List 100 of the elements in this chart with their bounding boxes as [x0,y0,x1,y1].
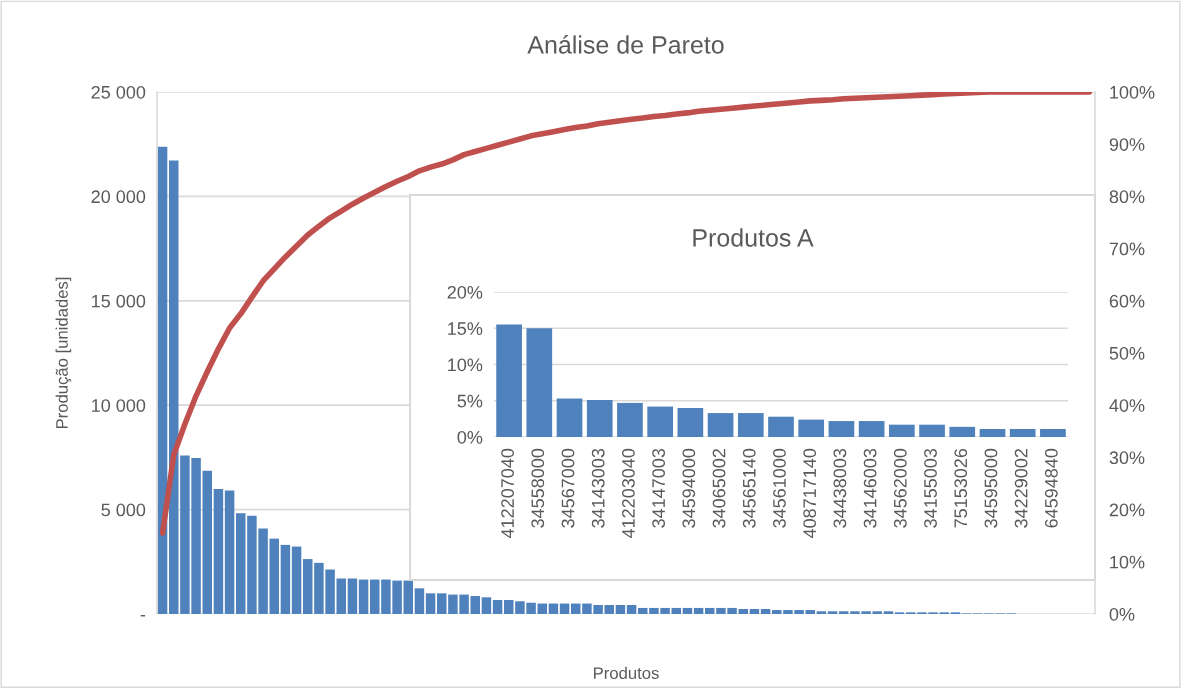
y-tick-label: - [140,615,146,617]
bar [414,588,425,614]
bar [647,406,673,437]
bar [492,600,503,614]
bar [827,611,838,614]
bar [347,578,358,614]
bar [269,538,279,614]
bar [358,579,369,614]
y2-tick-label: 30% [1109,451,1145,465]
bar [626,605,637,614]
bar [707,413,734,437]
bar [816,611,827,614]
bar [738,608,748,614]
bar [682,607,693,614]
x-tick-label: 34595000 [984,448,998,528]
bar [213,488,224,614]
bar [504,600,514,614]
y-tick-label: 20% [447,285,483,299]
y2-tick-label: 70% [1109,242,1145,256]
bar [224,490,235,614]
y-tick-label: 5 000 [101,503,146,517]
chart-title: Produtos A [693,228,814,247]
chart-title: Análise de Pareto [527,35,724,54]
bar [638,607,648,614]
bar [481,597,492,614]
bar [705,607,715,614]
x-tick-label: 34561000 [773,448,786,528]
bar [1009,429,1036,437]
y-tick-label: 10 000 [92,399,146,412]
x-tick-label: 34558000 [531,448,545,528]
bar [604,605,614,614]
bar [828,421,855,437]
bar [303,559,313,614]
bar [677,408,704,437]
bar [291,546,302,614]
bar [858,421,885,437]
bar [548,603,559,614]
bar [157,146,168,614]
bar [615,605,626,614]
bar [889,424,915,437]
bar [979,429,1006,437]
y2-tick-label: 100% [1110,85,1155,99]
y2-tick-label: 50% [1109,346,1145,360]
y-tick-label: 5% [457,394,483,408]
x-tick-label: 34565140 [742,448,756,528]
bar [571,603,581,614]
y-tick-label: 25 000 [91,85,146,99]
bar [737,413,764,437]
bar [556,398,583,437]
y2-tick-label: 10% [1110,555,1145,569]
bar [370,579,380,614]
y2-tick-label: 80% [1109,190,1145,204]
x-tick-label: 34562000 [893,448,907,528]
bar [772,610,782,614]
bar [425,593,436,614]
bar [586,400,613,437]
x-tick-label: 412207040 [501,448,514,539]
x-tick-label: 75153026 [954,448,968,528]
bar [526,328,553,437]
y-tick-label: 15 000 [92,294,146,308]
y2-tick-label: 40% [1109,399,1145,412]
bar [617,402,643,437]
bar [671,607,681,614]
x-tick-label: 64594840 [1044,448,1058,528]
bar [437,593,447,614]
y2-tick-label: 20% [1109,503,1145,517]
x-tick-label: 34594000 [682,448,696,528]
x-tick-label: 34065002 [712,449,726,528]
bar [336,578,346,614]
bar [470,596,480,614]
x-tick-label: 34146003 [863,448,877,528]
x-tick-label: 34143003 [591,448,605,528]
bar [236,513,246,614]
y-tick-label: 10% [448,358,483,372]
bar [1040,429,1066,437]
bar [839,611,849,614]
x-tick-label: 34147003 [652,448,665,528]
x-tick-label: 34567000 [561,448,575,528]
bar [760,608,771,614]
bar [768,416,794,437]
bar [883,611,894,614]
bar [693,607,704,614]
bar [537,603,547,614]
bar [805,610,815,614]
x-tick-label: 34229002 [1014,449,1028,528]
bar [919,424,945,437]
y-tick-label: 15% [448,322,483,335]
y-axis-title: Produção [unidades] [55,277,72,429]
y-tick-label: 20 000 [91,190,146,204]
x-tick-label: 34155003 [924,448,937,528]
x-tick-label: 412203040 [622,448,635,539]
bar [202,470,212,614]
x-tick-label: 34438003 [833,448,847,528]
y2-tick-label: 0% [1109,607,1135,621]
y-tick-label: 0% [457,430,483,444]
bar [496,324,522,437]
y2-tick-label: 90% [1109,138,1145,151]
y2-tick-label: 60% [1109,294,1145,308]
x-tick-label: 408717140 [803,448,817,539]
bar [280,544,291,614]
